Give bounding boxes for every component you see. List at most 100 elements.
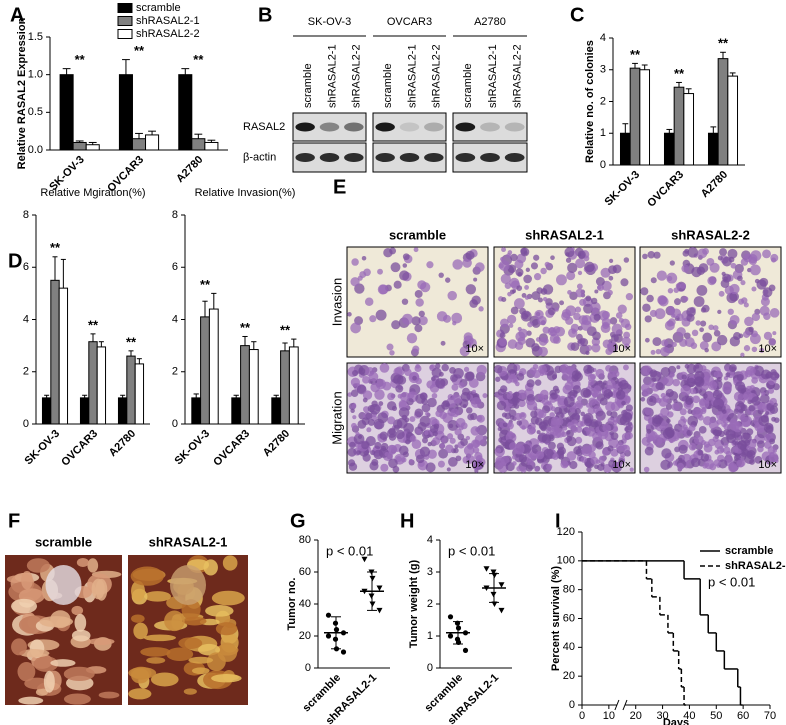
- tissue: [19, 649, 50, 658]
- cell: [727, 248, 738, 259]
- cell: [537, 364, 547, 374]
- bar: [131, 138, 147, 151]
- bar: [248, 349, 259, 425]
- cell: [494, 364, 503, 374]
- cell: [557, 446, 567, 455]
- significance: **: [200, 277, 211, 292]
- cell: [517, 272, 523, 277]
- cell: [380, 463, 389, 472]
- cell: [499, 332, 506, 339]
- cell: [500, 273, 511, 284]
- cell: [588, 397, 597, 406]
- cell: [532, 369, 541, 379]
- cell: [729, 314, 740, 325]
- x-tick-label: A2780: [699, 169, 730, 200]
- bar: [639, 69, 651, 166]
- y-tick-label: 4: [23, 313, 29, 325]
- cell: [389, 247, 397, 255]
- cell: [585, 350, 590, 355]
- cell: [508, 409, 517, 418]
- cell: [594, 289, 599, 294]
- cell: [586, 427, 596, 437]
- cell: [597, 463, 605, 471]
- y-tick-label: 0: [427, 662, 433, 674]
- cell: [362, 453, 371, 462]
- cell: [712, 325, 719, 331]
- y-tick-label: 1: [600, 127, 606, 139]
- cell: [549, 333, 560, 344]
- cell: [745, 365, 756, 376]
- cell: [573, 312, 581, 321]
- cell: [538, 409, 547, 419]
- cell: [707, 276, 717, 286]
- cell: [350, 389, 359, 397]
- cell: [617, 381, 623, 387]
- cell: [713, 459, 721, 467]
- cell: [718, 290, 725, 297]
- cell: [742, 393, 749, 400]
- cell: [570, 247, 575, 252]
- cell: [706, 257, 715, 266]
- cell: [700, 307, 707, 313]
- cell: [717, 309, 722, 315]
- tissue: [18, 696, 44, 705]
- cell: [546, 463, 553, 470]
- cell: [525, 267, 530, 272]
- x-tick-label: OVCAR3: [211, 428, 252, 469]
- lane-label: shRASAL2-1: [326, 44, 338, 108]
- cell: [561, 431, 567, 438]
- cell: [552, 453, 559, 460]
- cell: [620, 278, 629, 287]
- cell: [767, 446, 776, 454]
- y-tick-label: 3: [600, 64, 606, 76]
- legend-swatch: [117, 29, 133, 39]
- tissue: [170, 565, 206, 605]
- cell: [623, 364, 629, 371]
- cell: [351, 422, 357, 429]
- blot-band: [344, 122, 364, 132]
- x-tick-label: SK-OV-3: [173, 428, 213, 468]
- cell: [412, 345, 420, 353]
- cell: [595, 441, 604, 450]
- cell: [681, 374, 687, 380]
- significance: **: [280, 323, 291, 338]
- y-axis-label: Tumor weight (g): [408, 559, 420, 648]
- bar: [59, 74, 74, 151]
- cell: [771, 257, 777, 263]
- cell: [688, 442, 697, 451]
- blot-band: [504, 122, 525, 132]
- panel-letter: F: [8, 510, 20, 532]
- cell: [576, 333, 583, 341]
- cell: [585, 295, 592, 302]
- cell: [350, 377, 360, 387]
- cell: [660, 459, 671, 471]
- cell: [655, 348, 662, 355]
- cell: [531, 291, 541, 301]
- cell: [743, 302, 749, 308]
- cell: [743, 253, 753, 263]
- data-point: [361, 556, 368, 563]
- cell: [571, 370, 582, 380]
- cell: [662, 395, 670, 403]
- bar: [145, 134, 160, 151]
- cell: [465, 435, 471, 441]
- cell: [524, 284, 530, 290]
- cell: [640, 287, 649, 296]
- cell: [398, 445, 409, 456]
- cell: [521, 313, 529, 320]
- cell: [445, 277, 451, 283]
- cell: [390, 262, 401, 273]
- y-tick-label: 4: [172, 313, 178, 325]
- cell: [496, 400, 507, 411]
- cell: [409, 416, 416, 423]
- cell: [556, 274, 567, 286]
- cell: [427, 441, 432, 447]
- cell: [517, 389, 527, 400]
- cell: [716, 334, 728, 346]
- cell: [518, 399, 526, 408]
- cell: [723, 442, 729, 448]
- cell: [560, 460, 569, 469]
- blot-band: [480, 153, 500, 162]
- cell: [408, 458, 414, 464]
- blot-band: [295, 153, 315, 162]
